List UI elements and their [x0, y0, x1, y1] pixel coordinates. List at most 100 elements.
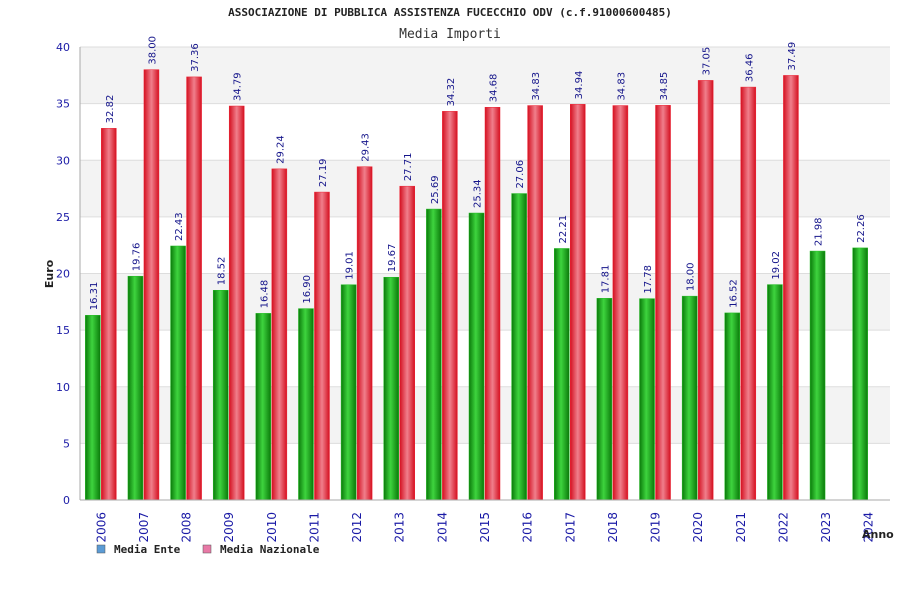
- x-tick-label: 2018: [606, 512, 620, 543]
- x-tick-label: 2013: [393, 512, 407, 543]
- value-label: 38.00: [147, 36, 158, 65]
- x-tick-label: 2011: [307, 512, 321, 543]
- value-label: 19.76: [131, 243, 142, 272]
- x-tick-label: 2015: [478, 512, 492, 543]
- bar-media-nazionale-2019: [655, 105, 671, 501]
- value-label: 34.83: [616, 72, 627, 101]
- chart-subtitle: Media Importi: [399, 27, 501, 42]
- value-label: 22.26: [856, 214, 867, 243]
- value-label: 22.21: [558, 215, 569, 244]
- bar-media-ente-2014: [426, 208, 442, 501]
- bar-media-nazionale-2017: [570, 104, 586, 501]
- x-tick-label: 2022: [776, 512, 790, 543]
- bar-media-ente-2010: [255, 313, 272, 501]
- x-tick-label: 2006: [94, 512, 108, 543]
- value-label: 34.68: [489, 74, 500, 103]
- value-label: 19.01: [345, 251, 356, 280]
- value-label: 22.43: [174, 212, 185, 241]
- bar-media-ente-2024: [852, 247, 868, 501]
- y-tick-label: 20: [56, 268, 70, 281]
- bar-media-nazionale-2008: [186, 76, 202, 501]
- x-tick-label: 2024: [862, 512, 876, 543]
- value-label: 19.02: [771, 251, 782, 280]
- value-label: 18.00: [686, 263, 697, 292]
- legend-swatch-media-ente: [96, 544, 106, 554]
- bar-media-ente-2017: [554, 248, 570, 501]
- value-labels: 16.31 19.76 22.43 18.52 16.48 16.90 19.01 19.67…: [89, 36, 867, 310]
- bar-media-ente-2008: [170, 245, 186, 501]
- bar-media-nazionale-2012: [356, 166, 373, 501]
- bar-media-ente-2012: [340, 284, 357, 501]
- bar-media-nazionale-2011: [314, 191, 330, 501]
- value-label: 27.71: [403, 153, 414, 182]
- bar-media-ente-2016: [511, 193, 527, 501]
- bar-media-nazionale-2020: [697, 80, 714, 501]
- bar-media-ente-2011: [298, 308, 314, 501]
- x-tick-label: 2023: [819, 512, 833, 543]
- bar-media-ente-2013: [383, 276, 399, 501]
- bar-media-ente-2015: [468, 212, 485, 501]
- bar-media-nazionale-2015: [484, 106, 501, 501]
- value-label: 25.69: [430, 175, 441, 204]
- value-label: 17.81: [600, 265, 611, 294]
- y-tick-label: 0: [63, 494, 70, 507]
- y-tick-label: 5: [63, 437, 70, 450]
- value-label: 32.82: [105, 95, 116, 124]
- value-label: 29.24: [275, 135, 286, 164]
- x-tick-label: 2021: [734, 512, 748, 543]
- bar-media-nazionale-2006: [101, 128, 117, 501]
- y-tick-label: 40: [56, 41, 70, 54]
- bar-media-nazionale-2022: [783, 75, 799, 501]
- x-tick-label: 2009: [222, 512, 236, 543]
- value-label: 25.34: [473, 179, 484, 208]
- bar-media-ente-2022: [767, 284, 783, 501]
- value-label: 16.90: [302, 275, 313, 304]
- legend-label-media-nazionale: Media Nazionale: [220, 543, 320, 556]
- legend-label-media-ente: Media Ente: [114, 543, 181, 556]
- x-tick-labels: 2006 2007 2008 2009 2010 2011 2012 2013 2014 2015…: [94, 512, 875, 543]
- y-tick-label: 35: [56, 98, 70, 111]
- bar-media-ente-2007: [127, 275, 144, 501]
- bar-media-nazionale-2016: [527, 105, 543, 501]
- x-tick-label: 2010: [265, 512, 279, 543]
- bar-media-nazionale-2007: [143, 69, 160, 501]
- value-label: 27.19: [318, 158, 329, 187]
- x-tick-label: 2014: [435, 512, 449, 543]
- value-label: 36.46: [744, 53, 755, 82]
- legend: Media Ente Media Nazionale: [96, 543, 320, 556]
- value-label: 16.48: [259, 280, 270, 309]
- value-label: 18.52: [217, 257, 228, 286]
- y-tick-label: 15: [56, 324, 70, 337]
- value-label: 34.85: [659, 72, 670, 101]
- x-tick-label: 2016: [521, 512, 535, 543]
- bar-media-ente-2009: [212, 290, 229, 501]
- x-tick-label: 2019: [649, 512, 663, 543]
- x-axis-title: Anno: [862, 528, 894, 541]
- value-label: 37.05: [702, 47, 713, 76]
- legend-swatch-media-nazionale: [202, 544, 212, 554]
- value-label: 21.98: [814, 217, 825, 246]
- bar-media-ente-2021: [724, 312, 741, 501]
- axes: [79, 47, 890, 501]
- y-tick-label: 25: [56, 211, 70, 224]
- x-tick-label: 2008: [180, 512, 194, 543]
- x-tick-label: 2012: [350, 512, 364, 543]
- bar-media-nazionale-2014: [442, 111, 458, 501]
- bar-media-ente-2018: [596, 298, 613, 501]
- value-label: 19.67: [387, 244, 398, 273]
- bar-media-nazionale-2009: [228, 105, 245, 501]
- value-label: 34.94: [574, 71, 585, 100]
- value-label: 29.43: [361, 133, 372, 162]
- bar-media-ente-2019: [639, 298, 655, 501]
- y-tick-label: 30: [56, 154, 70, 167]
- x-tick-label: 2020: [691, 512, 705, 543]
- bar-media-nazionale-2013: [399, 185, 415, 501]
- value-label: 34.32: [446, 78, 457, 107]
- value-label: 17.78: [643, 265, 654, 294]
- value-label: 34.79: [233, 72, 244, 101]
- y-tick-label: 10: [56, 381, 70, 394]
- y-tick-labels: 0 5 10 15 20 25 30 35 40: [56, 41, 70, 507]
- bar-media-ente-2006: [85, 315, 101, 501]
- bar-media-nazionale-2010: [271, 168, 288, 501]
